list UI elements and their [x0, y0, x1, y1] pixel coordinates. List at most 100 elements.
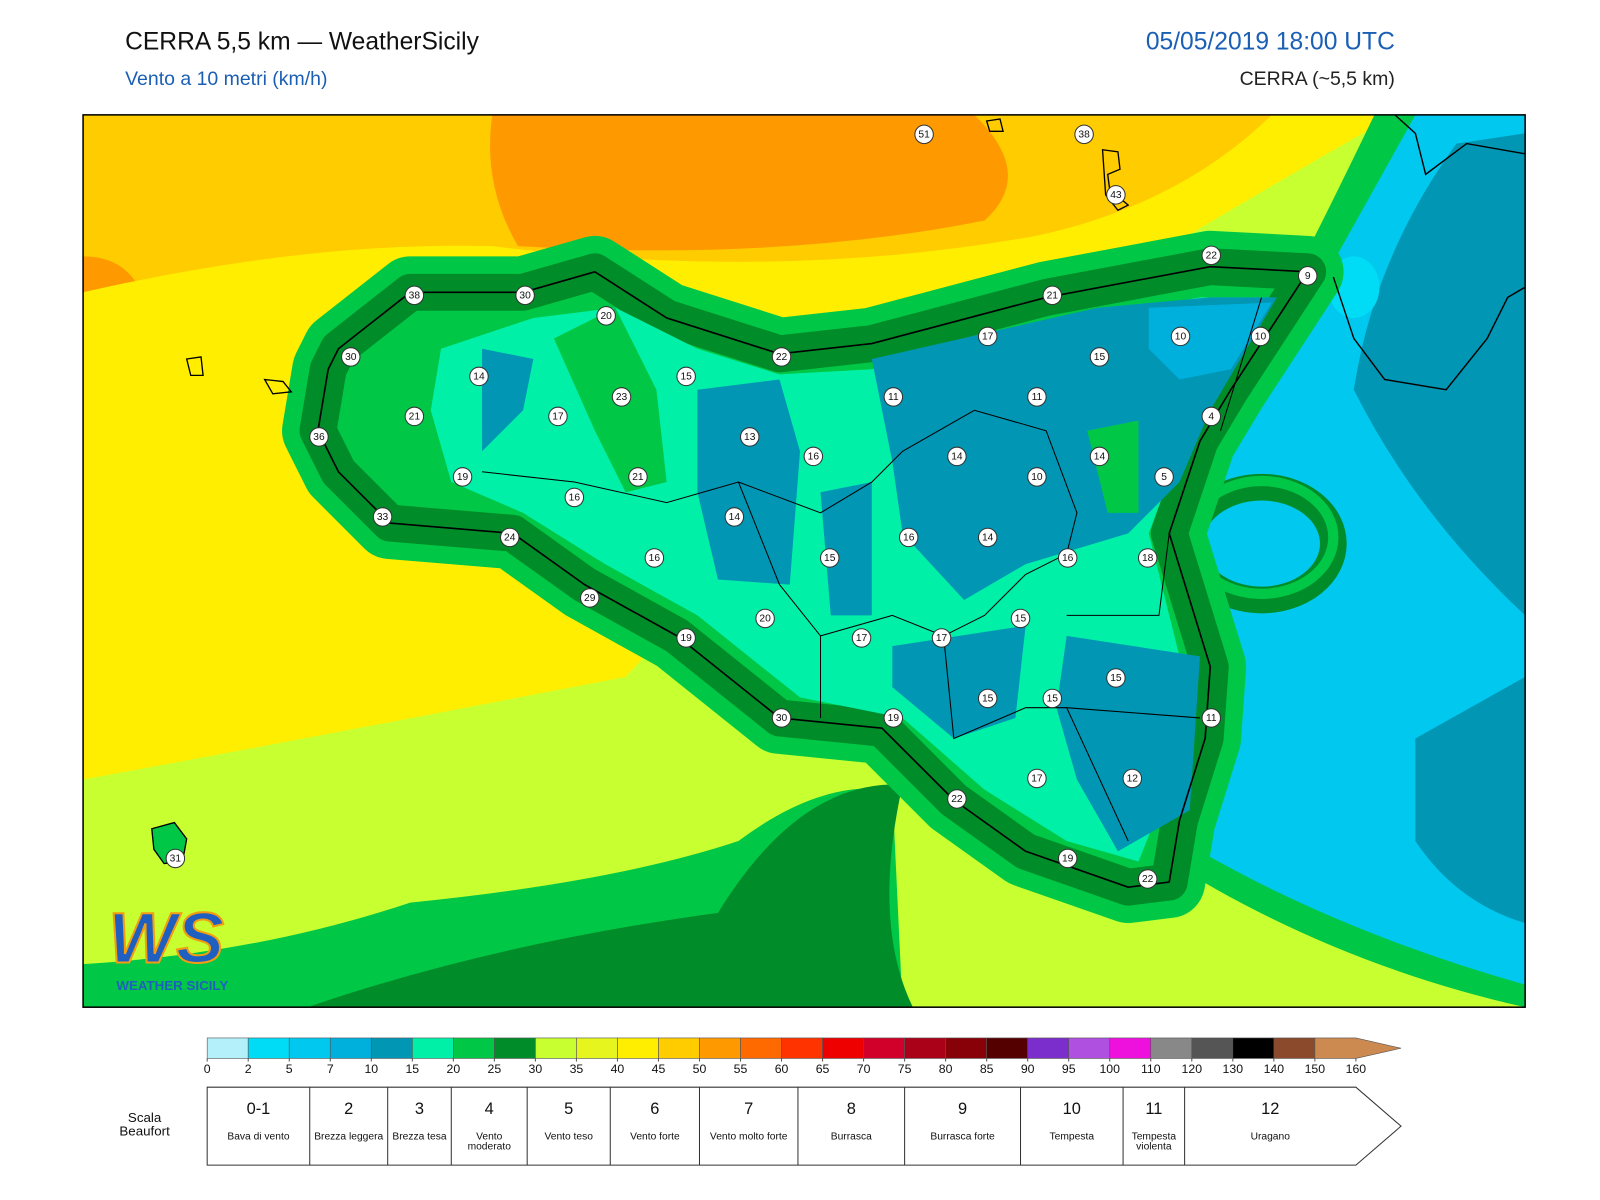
station-marker	[1201, 245, 1222, 266]
beaufort-description: Burrasca	[830, 1132, 872, 1143]
station: 20	[755, 608, 775, 629]
logo-name: WEATHER SICILY	[116, 978, 228, 993]
station-value: 22	[951, 794, 963, 805]
station-value: 38	[409, 291, 421, 302]
map-field	[83, 114, 1526, 1008]
colorbar-box	[247, 1037, 290, 1059]
station: 24	[500, 527, 520, 548]
station: 10	[1027, 467, 1047, 487]
beaufort-force: 6	[650, 1100, 659, 1118]
station: 21	[628, 467, 648, 487]
station-marker	[883, 387, 904, 407]
teal-area	[697, 379, 800, 585]
station: 22	[1137, 869, 1158, 889]
station: 10	[1170, 326, 1191, 347]
province-border	[1220, 297, 1263, 431]
station: 16	[564, 487, 585, 508]
station-value: 13	[744, 432, 756, 443]
title: CERRA 5,5 km — WeatherSicily	[125, 29, 479, 56]
beaufort-frame	[206, 1086, 1402, 1166]
station-marker	[898, 527, 919, 548]
colorbar-tick-label: 10	[364, 1062, 378, 1076]
beaufort-force: 9	[958, 1100, 967, 1118]
station-value: 9	[1305, 271, 1311, 282]
station: 21	[1042, 285, 1063, 306]
station-value: 20	[759, 614, 771, 625]
beaufort-description: Brezza leggera	[314, 1132, 384, 1143]
station-value: 16	[808, 452, 820, 463]
station-marker	[469, 366, 489, 387]
beaufort-force: 0-1	[247, 1100, 271, 1118]
station-marker	[1089, 347, 1110, 367]
station-marker	[1170, 326, 1191, 347]
beaufort-description-box: Burrasca	[830, 1132, 872, 1143]
station-marker	[564, 487, 585, 508]
station-marker	[1106, 668, 1126, 688]
colorbar-box	[494, 1037, 536, 1059]
colorbar-arrow	[1314, 1037, 1402, 1059]
station: 30	[515, 285, 535, 306]
station-value: 21	[409, 412, 421, 423]
station: 15	[820, 548, 840, 568]
beaufort-scale: Scala Beaufort 0-1 Bava di vento 2 Brezza le…	[119, 1086, 1402, 1166]
colorbar-tick-label: 7	[327, 1062, 334, 1076]
station-value: 20	[600, 311, 612, 322]
coastline	[317, 265, 1309, 888]
colorbar-box	[329, 1037, 372, 1059]
station-value: 14	[1094, 452, 1106, 463]
colorbar-box	[1027, 1037, 1070, 1059]
station-value: 19	[457, 472, 469, 483]
station: 15	[676, 366, 696, 387]
green-area	[1087, 420, 1139, 513]
beaufort-description-box: Vento moderato	[468, 1132, 511, 1152]
station-value: 30	[519, 291, 531, 302]
station: 29	[580, 588, 600, 608]
station-marker	[611, 387, 632, 407]
station-value: 14	[982, 533, 994, 544]
station-marker	[628, 467, 648, 487]
station: 14	[1089, 446, 1110, 467]
station: 17	[977, 326, 998, 347]
station-value: 14	[729, 512, 741, 523]
beaufort-description-box: Tempesta	[1050, 1132, 1094, 1142]
beaufort-force: 10	[1063, 1100, 1081, 1118]
station-marker	[1057, 848, 1078, 869]
colorbar-tick-label: 65	[816, 1062, 830, 1076]
station-marker	[404, 406, 425, 427]
station-value: 23	[616, 392, 628, 403]
station: 38	[404, 285, 425, 306]
station-value: 10	[1255, 332, 1267, 343]
station-marker	[977, 527, 998, 548]
station-marker	[1042, 688, 1063, 709]
station: 15	[977, 688, 998, 709]
station-marker	[755, 608, 775, 629]
beaufort-description-box: Burrasca forte	[930, 1132, 994, 1142]
station-value: 11	[888, 392, 899, 403]
colorbar-box	[453, 1037, 495, 1059]
colorbar-tick-label: 40	[611, 1062, 625, 1076]
station: 4	[1201, 406, 1222, 427]
colorbar-tick-label: 130	[1223, 1062, 1244, 1076]
station-value: 11	[1206, 713, 1217, 724]
station: 18	[1137, 548, 1158, 568]
beaufort-force: 5	[564, 1100, 573, 1118]
colorbar-tick-label: 100	[1099, 1062, 1120, 1076]
colorbar-box	[576, 1037, 618, 1059]
station-marker	[977, 326, 998, 347]
station-value: 22	[1142, 874, 1154, 885]
station-marker	[883, 708, 904, 728]
station: 14	[977, 527, 998, 548]
colorbar-tick-label: 20	[446, 1062, 460, 1076]
station: 14	[469, 366, 489, 387]
station-value: 10	[1031, 472, 1043, 483]
colorbar-tick-label: 50	[693, 1062, 707, 1076]
station-value: 15	[1094, 352, 1106, 363]
station-value: 15	[982, 694, 994, 705]
colorbar-tick-label: 150	[1305, 1062, 1326, 1076]
colorbar-tick-label: 30	[529, 1062, 543, 1076]
colorbar-box	[411, 1037, 454, 1059]
station-marker	[580, 588, 600, 608]
colorbar-tick-label: 120	[1182, 1062, 1203, 1076]
